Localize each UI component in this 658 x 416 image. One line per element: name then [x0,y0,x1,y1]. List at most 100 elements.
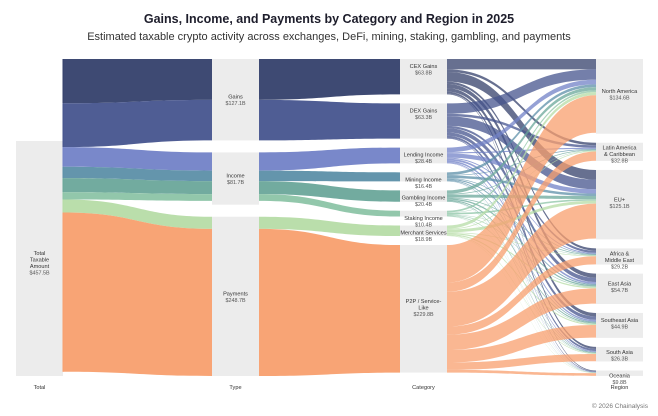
link-gambling-income-to-africa-middle-east [447,197,596,256]
node-region-south-asia-label: South Asia [606,350,634,356]
node-category-staking-income-value: $10.4B [415,222,432,228]
node-type-gains-label: Gains [228,95,243,101]
node-region-latin-america-caribbean-label: Latin America [603,146,638,152]
link-total-gambling-income [63,178,212,195]
node-category-p2p-service-like [400,245,447,373]
node-category-mining-income-label: Mining Income [405,177,441,183]
node-region-eu-value: $125.1B [609,204,629,210]
node-region-north-america [596,59,643,134]
node-region-east-asia-label: East Asia [608,282,632,288]
node-category-p2p-service-like-label-1: Like [418,305,428,311]
link-total-p2p-service-like [63,212,212,376]
node-total [16,141,63,376]
node-type-gains [212,59,259,141]
column-label-type: Type [229,385,241,391]
node-region-south-asia [596,346,643,362]
link-total-mining-income [63,166,212,182]
link-merchant-services-to-oceania [447,235,596,374]
node-region-africa-middle-east [596,248,643,265]
link-p2p-service-like-to-eu [447,203,596,327]
column-label-region: Region [611,385,629,391]
node-region-eu-label: EU+ [614,197,625,203]
link-staking-income-to-north-america [447,90,596,213]
link-gambling-income-to-oceania [447,201,596,373]
node-category-mining-income [400,172,447,182]
link-dex-gains-to-eu [447,116,596,190]
link-type-merchant-services [259,216,400,237]
node-total-label: Total [34,251,46,257]
node-category-mining-income-value: $16.4B [415,184,432,190]
node-region-latin-america-caribbean-value: $32.8B [611,159,628,165]
link-merchant-services-to-north-america [447,92,596,229]
link-type-staking-income [259,194,400,217]
link-cex-gains-to-north-america [447,59,596,70]
link-cex-gains-to-africa-middle-east [447,81,596,251]
node-category-cex-gains-label: CEX Gains [410,64,438,70]
total-strip-p2p-service-like [62,212,64,372]
total-strip-dex-gains [62,103,64,148]
link-merchant-services-to-africa-middle-east [447,232,596,257]
link-cex-gains-to-oceania [447,93,596,372]
link-total-lending-income [63,147,212,171]
node-region-latin-america-caribbean-label-1: & Caribbean [604,152,635,158]
node-region-africa-middle-east-label: Africa & [610,251,630,257]
copyright-footer: © 2026 Chainalysis [591,403,648,410]
node-total-label-2: Amount [30,264,50,270]
node-type-payments-value: $248.7B [225,298,245,304]
chart-subtitle: Estimated taxable crypto activity across… [87,31,571,43]
node-category-merchant-services-value: $18.9B [415,237,432,243]
link-cex-gains-to-eu [447,71,596,180]
link-type-p2p-service-like [259,228,400,376]
link-p2p-service-like-to-latin-america-caribbean [447,151,596,292]
link-p2p-service-like-to-east-asia [447,288,596,351]
link-total-merchant-services [63,199,212,229]
link-gambling-income-to-north-america [447,87,596,194]
node-category-staking-income [400,210,447,217]
node-category-dex-gains-label: DEX Gains [410,108,438,114]
link-total-staking-income [63,192,212,201]
link-p2p-service-like-to-oceania [447,369,596,376]
link-p2p-service-like-to-africa-middle-east [447,256,596,335]
node-type-income [212,152,259,205]
node-total-value: $457.5B [29,271,49,277]
link-staking-income-to-south-asia [447,216,596,354]
link-mining-income-to-north-america [447,84,596,176]
node-region-southeast-asia-value: $44.9B [611,325,628,331]
node-category-cex-gains [400,59,447,95]
link-staking-income-to-africa-middle-east [447,214,596,256]
link-type-gambling-income [259,181,400,202]
node-type-income-label: Income [226,174,244,180]
column-label-total: Total [34,385,46,391]
node-region-east-asia [596,273,643,304]
node-category-lending-income-value: $28.4B [415,159,432,165]
link-merchant-services-to-eu [447,200,596,233]
link-total-dex-gains [63,99,212,148]
node-category-dex-gains-value: $63.3B [415,115,432,121]
node-type-payments [212,216,259,376]
node-category-p2p-service-like-value: $229.8B [413,312,433,318]
node-region-oceania-value: $9.8B [612,380,626,386]
link-type-dex-gains [259,99,400,141]
link-type-lending-income [259,147,400,171]
node-region-southeast-asia-label: Southeast Asia [601,318,639,324]
node-category-gambling-income [400,190,447,202]
node-region-south-asia-value: $26.3B [611,356,628,362]
node-region-east-asia-value: $54.7B [611,288,628,294]
total-strip-staking-income [62,192,64,200]
total-strip-gambling-income [62,178,64,193]
chart-title: Gains, Income, and Payments by Category … [143,12,515,26]
node-region-oceania [596,370,643,376]
node-category-dex-gains [400,103,447,139]
link-p2p-service-like-to-south-asia [447,353,596,370]
total-strip-mining-income [62,166,64,179]
link-mining-income-to-east-asia [447,178,596,286]
node-region-southeast-asia [596,312,643,338]
total-strip-cex-gains [62,59,64,104]
node-type-payments-label: Payments [223,291,248,297]
node-category-lending-income [400,147,447,164]
node-type-income-value: $81.7B [227,180,244,186]
node-region-latin-america-caribbean [596,142,643,161]
node-region-africa-middle-east-label-1: Middle East [605,258,635,264]
node-category-cex-gains-value: $63.8B [415,71,432,77]
